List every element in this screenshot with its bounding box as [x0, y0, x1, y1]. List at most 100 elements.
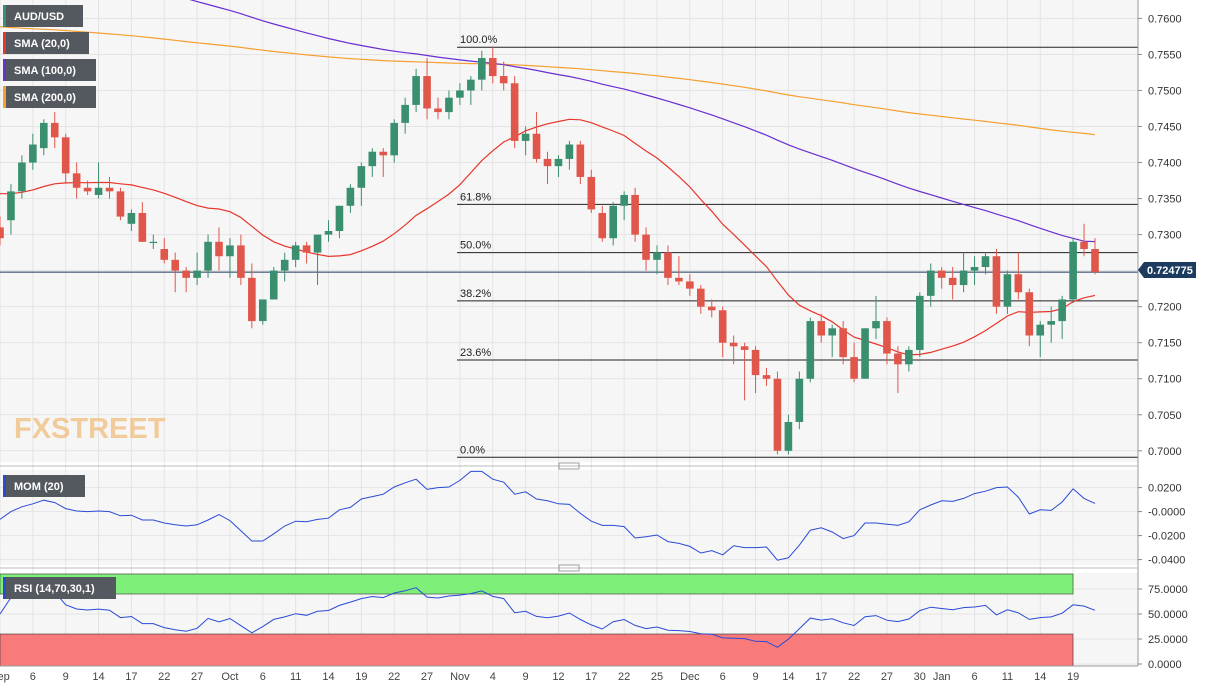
- candle-body: [379, 151, 388, 156]
- mom-y-tick-label: -0.0400: [1148, 555, 1185, 567]
- candle-body: [478, 58, 486, 80]
- candle-body: [412, 76, 420, 105]
- mom-y-tick-label: -0.0000: [1148, 507, 1185, 519]
- fxstreet-watermark: FXSTREET: [14, 413, 166, 445]
- x-tick-label: 9: [523, 671, 529, 683]
- candle-body: [926, 270, 935, 296]
- price-y-tick-label: 0.7550: [1148, 49, 1182, 61]
- sma100-legend[interactable]: SMA (100,0): [3, 59, 96, 81]
- mom-label: MOM (20): [14, 481, 64, 493]
- candle-body: [1036, 324, 1045, 336]
- candle-body: [456, 90, 464, 98]
- candle-body: [510, 83, 519, 141]
- candle-body: [488, 58, 497, 77]
- symbol-label: AUD/USD: [14, 11, 64, 23]
- candle-body: [729, 342, 738, 347]
- fib-label: 0.0%: [460, 444, 485, 456]
- candle-body: [237, 245, 245, 278]
- candle-body: [795, 378, 804, 422]
- fib-label: 100.0%: [460, 34, 498, 46]
- rsi-label: RSI (14,70,30,1): [14, 583, 95, 595]
- x-tick-label: 11: [290, 671, 301, 683]
- candle-body: [981, 256, 990, 268]
- candle-body: [259, 299, 267, 322]
- candle-body: [773, 378, 782, 451]
- x-tick-label: 6: [971, 671, 977, 683]
- candle-body: [171, 259, 179, 271]
- x-tick-label: Dec: [680, 671, 700, 683]
- sma200-legend[interactable]: SMA (200,0): [3, 86, 96, 108]
- x-tick-label: 11: [1002, 671, 1013, 683]
- x-tick-label: 30: [914, 671, 926, 683]
- x-tick-label: 4: [490, 671, 496, 683]
- candle-body: [883, 321, 891, 354]
- candle-body: [499, 76, 508, 84]
- candle-body: [204, 241, 212, 271]
- candle-body: [609, 205, 617, 239]
- candle-body: [806, 321, 815, 379]
- x-tick-label: Nov: [450, 671, 470, 683]
- sma200-line: [0, 26, 1096, 136]
- candle-body: [598, 212, 607, 239]
- candle-body: [269, 270, 278, 300]
- mom-line: [0, 470, 1096, 561]
- x-tick-label: 9: [752, 671, 758, 683]
- candle-body: [905, 349, 913, 365]
- x-tick-label: 27: [881, 671, 893, 683]
- rsi-legend[interactable]: RSI (14,70,30,1): [3, 577, 116, 599]
- candle-body: [565, 144, 574, 159]
- sma100-line: [189, 0, 1096, 243]
- candle-body: [675, 277, 683, 282]
- x-tick-label: 9: [63, 671, 69, 683]
- candle-body: [1025, 292, 1034, 336]
- sma20-legend[interactable]: SMA (20,0): [3, 32, 89, 54]
- price-y-tick-label: 0.7600: [1148, 13, 1182, 25]
- candle-body: [1003, 274, 1012, 307]
- symbol-legend[interactable]: AUD/USD: [3, 5, 83, 27]
- mom-y-tick-label: 0.0200: [1148, 483, 1182, 495]
- candle-body: [751, 349, 760, 376]
- rsi-overbought-zone: [0, 573, 1074, 595]
- candle-body: [401, 104, 409, 123]
- rsi-y-tick-label: 75.0000: [1148, 584, 1188, 596]
- candle-body: [697, 288, 705, 307]
- candle-body: [1091, 249, 1099, 273]
- fib-label: 23.6%: [460, 347, 491, 359]
- fibonacci-levels: 100.0% 61.8% 50.0% 38.2% 23.6% 0.0%: [0, 34, 1138, 458]
- candle-body: [740, 346, 749, 350]
- candle-body: [445, 97, 453, 113]
- candle-body: [160, 249, 169, 260]
- candle-body: [992, 256, 1001, 307]
- candle-body: [346, 187, 355, 206]
- candle-body: [313, 234, 322, 253]
- rsi-line: [0, 585, 1096, 648]
- candle-body: [138, 212, 147, 242]
- candle-body: [576, 144, 585, 177]
- rsi-y-tick-label: 50.0000: [1148, 609, 1188, 621]
- price-y-tick-label: 0.7350: [1148, 194, 1182, 206]
- mom-legend[interactable]: MOM (20): [3, 475, 85, 497]
- candle-body: [423, 76, 431, 109]
- candle-body: [0, 227, 4, 239]
- candle-body: [72, 173, 81, 188]
- candle-body: [521, 133, 530, 141]
- x-tick-label: 22: [158, 671, 170, 683]
- x-tick-label: Oct: [221, 671, 238, 683]
- candle-body: [291, 245, 300, 260]
- candle-body: [324, 231, 333, 235]
- resize-handle[interactable]: [558, 462, 580, 470]
- indicator-lines: [0, 470, 1096, 648]
- candle-body: [861, 328, 869, 379]
- candle-body: [970, 267, 979, 271]
- resize-handle[interactable]: [558, 564, 580, 572]
- rsi-oversold-zone: [0, 633, 1074, 667]
- candle-body: [302, 245, 311, 253]
- candle-body: [620, 194, 628, 206]
- candle-body: [83, 187, 92, 192]
- x-tick-label: 6: [30, 671, 36, 683]
- candle-body: [182, 270, 190, 278]
- x-tick-label: 27: [191, 671, 203, 683]
- last-price-value: 0.724775: [1147, 265, 1193, 277]
- price-panel-bg: [0, 0, 1138, 462]
